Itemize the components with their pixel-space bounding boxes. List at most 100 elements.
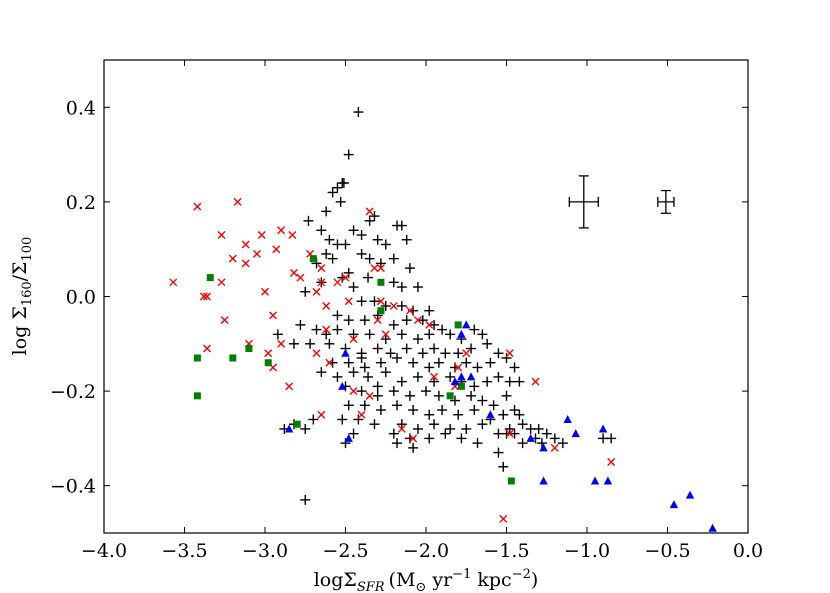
point-x: [272, 245, 281, 254]
point-plus: [445, 423, 456, 434]
point-plus: [332, 371, 343, 382]
point-triangle: [708, 523, 717, 532]
point-x: [257, 231, 266, 240]
point-plus: [514, 409, 525, 420]
point-plus: [343, 400, 354, 411]
point-plus: [472, 362, 483, 373]
point-triangle: [539, 476, 548, 485]
point-plus: [332, 310, 343, 321]
point-plus: [380, 300, 391, 311]
point-x: [505, 429, 514, 438]
point-plus: [509, 362, 520, 373]
point-plus: [501, 390, 512, 401]
point-plus: [421, 386, 431, 397]
point-x: [317, 264, 326, 273]
point-x: [325, 358, 334, 367]
point-plus: [388, 253, 399, 264]
point-plus: [300, 286, 311, 297]
point-plus: [364, 215, 375, 226]
point-plus: [316, 367, 327, 378]
point-x: [413, 316, 422, 325]
point-plus: [417, 348, 428, 359]
point-x: [454, 363, 463, 372]
y-tick-label: 0.4: [66, 97, 96, 119]
point-plus: [477, 395, 488, 406]
point-triangle: [603, 476, 613, 485]
point-plus: [412, 423, 423, 434]
point-triangle: [338, 381, 347, 390]
point-plus: [369, 296, 380, 307]
data-points: [169, 107, 717, 532]
point-x: [373, 316, 382, 325]
point-plus: [348, 329, 359, 340]
point-plus: [363, 371, 374, 382]
point-plus: [485, 357, 496, 368]
point-x: [505, 349, 514, 358]
point-plus: [501, 352, 512, 363]
point-plus: [340, 438, 351, 449]
point-plus: [509, 405, 520, 416]
point-plus: [429, 319, 440, 330]
point-plus: [477, 329, 488, 340]
point-plus: [375, 405, 386, 416]
point-plus: [429, 376, 440, 387]
point-plus: [466, 390, 477, 401]
point-plus: [424, 362, 435, 373]
point-triangle: [284, 424, 294, 433]
point-plus: [392, 438, 403, 449]
x-axis-label: logΣSFR (M⊙ yr−1 kpc−2): [314, 567, 539, 593]
point-plus: [288, 338, 299, 349]
point-plus: [453, 348, 464, 359]
point-plus: [482, 376, 493, 387]
point-plus: [396, 300, 407, 311]
point-plus: [359, 400, 370, 411]
point-triangle: [466, 372, 476, 381]
point-triangle: [571, 429, 580, 438]
point-plus: [469, 381, 480, 392]
point-plus: [353, 414, 364, 425]
point-triangle: [457, 372, 466, 381]
point-x: [365, 207, 374, 216]
point-plus: [482, 338, 493, 349]
point-plus: [493, 348, 504, 359]
point-plus: [343, 267, 354, 278]
point-plus: [348, 282, 359, 293]
point-x: [322, 325, 331, 334]
point-triangle: [685, 490, 695, 499]
point-x: [317, 410, 326, 419]
point-plus: [343, 149, 354, 160]
point-x: [333, 278, 342, 287]
point-triangle: [486, 410, 495, 419]
point-plus: [549, 433, 560, 444]
point-plus: [557, 438, 568, 449]
point-square: [309, 255, 317, 263]
point-plus: [332, 324, 343, 335]
point-plus: [372, 234, 383, 245]
point-plus: [311, 324, 322, 335]
tick-labels: −4.0 −3.5 −3.0 −2.5 −2.0 −1.5 −1.0 −0.5 0.0 −0.4 −…: [50, 97, 763, 562]
x-tick-label: 0.0: [733, 540, 763, 562]
point-plus: [404, 263, 415, 274]
point-x: [217, 278, 226, 287]
point-plus: [401, 315, 412, 326]
point-x: [241, 259, 250, 268]
point-square: [446, 392, 454, 400]
point-plus: [380, 367, 391, 378]
point-plus: [372, 390, 383, 401]
point-plus: [356, 248, 367, 259]
point-plus: [308, 414, 319, 425]
point-plus: [424, 329, 435, 340]
point-x: [169, 278, 178, 287]
point-plus: [396, 376, 407, 387]
point-plus: [408, 357, 419, 368]
point-plus: [324, 338, 335, 349]
x-tick-label: −4.0: [81, 540, 127, 562]
point-x: [296, 273, 305, 282]
point-square: [507, 477, 515, 485]
point-plus: [453, 409, 464, 420]
point-x: [409, 434, 418, 443]
point-plus: [412, 334, 423, 345]
point-plus: [437, 324, 448, 335]
point-plus: [364, 253, 375, 264]
